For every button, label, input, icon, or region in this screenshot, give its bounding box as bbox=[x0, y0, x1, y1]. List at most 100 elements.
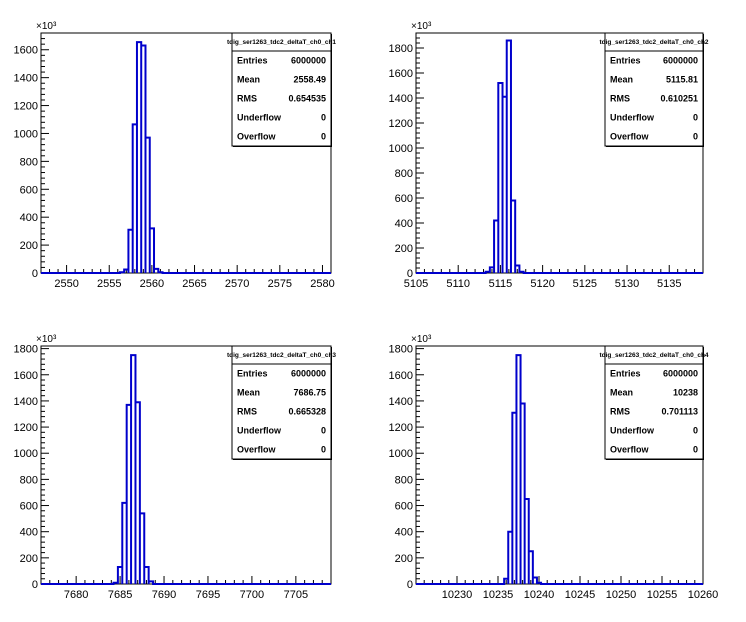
y-tick-label: 1400 bbox=[14, 73, 38, 85]
stats-label-mean: Mean bbox=[237, 388, 260, 398]
y-tick-label: 400 bbox=[395, 527, 413, 539]
y-tick-label: 600 bbox=[395, 501, 413, 513]
x-tick-label: 5120 bbox=[530, 278, 554, 290]
y-multiplier-label: ×10³ bbox=[411, 21, 432, 32]
histogram-bin bbox=[150, 228, 154, 273]
y-tick-label: 1400 bbox=[14, 396, 38, 408]
stats-label-entries: Entries bbox=[610, 56, 641, 66]
stats-label-mean: Mean bbox=[610, 388, 633, 398]
stats-title: tdig_ser1263_tdc2_deltaT_ch0_ch2 bbox=[599, 39, 708, 46]
stats-title: tdig_ser1263_tdc2_deltaT_ch0_ch4 bbox=[599, 352, 708, 359]
histogram-bin bbox=[512, 413, 516, 584]
y-tick-label: 1000 bbox=[14, 448, 38, 460]
stats-value-rms: 0.610251 bbox=[660, 94, 698, 104]
histogram-bin bbox=[494, 221, 498, 274]
x-tick-label: 10250 bbox=[606, 589, 637, 601]
histogram-bin bbox=[124, 270, 128, 273]
histogram-bin bbox=[490, 267, 494, 273]
histogram-pad-2: ×10³ 0 200 400 600 800 1000 1200 1400 1600 1800 510… bbox=[389, 21, 709, 290]
y-tick-label: 800 bbox=[20, 474, 38, 486]
histogram-bin bbox=[122, 503, 126, 584]
x-tick-label: 10260 bbox=[688, 589, 719, 601]
stats-value-underflow: 0 bbox=[321, 113, 326, 123]
stats-label-mean: Mean bbox=[610, 75, 633, 85]
histogram-bin bbox=[521, 404, 525, 584]
y-multiplier-label: ×10³ bbox=[411, 334, 432, 345]
x-tick-label: 10235 bbox=[483, 589, 514, 601]
y-tick-label: 800 bbox=[395, 474, 413, 486]
y-tick-label: 1000 bbox=[389, 448, 413, 460]
y-tick-label: 600 bbox=[20, 501, 38, 513]
histogram-bin bbox=[537, 583, 541, 584]
stats-value-underflow: 0 bbox=[693, 113, 698, 123]
stats-label-rms: RMS bbox=[610, 407, 630, 417]
stats-value-overflow: 0 bbox=[321, 132, 326, 142]
x-tick-label: 7705 bbox=[284, 589, 308, 601]
stats-label-rms: RMS bbox=[610, 94, 630, 104]
stats-value-overflow: 0 bbox=[693, 445, 698, 455]
y-tick-label: 0 bbox=[407, 268, 413, 280]
x-tick-label: 7685 bbox=[108, 589, 132, 601]
histogram-bin bbox=[149, 581, 153, 584]
histogram-bin bbox=[140, 513, 144, 584]
histogram-outline bbox=[416, 39, 703, 274]
histogram-bin bbox=[504, 579, 508, 584]
x-tick-label: 7695 bbox=[196, 589, 220, 601]
histogram-bin bbox=[503, 97, 507, 273]
x-tick-label: 5135 bbox=[657, 278, 681, 290]
y-tick-label: 0 bbox=[32, 579, 38, 591]
x-tick-label: 2570 bbox=[225, 278, 249, 290]
stats-title: tdig_ser1263_tdc2_deltaT_ch0_ch1 bbox=[227, 39, 336, 46]
y-tick-label: 400 bbox=[395, 218, 413, 230]
y-tick-label: 1600 bbox=[389, 68, 413, 80]
y-tick-label: 200 bbox=[395, 243, 413, 255]
stats-value-mean: 10238 bbox=[673, 388, 698, 398]
stats-label-underflow: Underflow bbox=[237, 113, 282, 123]
stats-value-rms: 0.665328 bbox=[288, 407, 326, 417]
histogram-bin bbox=[511, 201, 515, 274]
stats-box: tdig_ser1263_tdc2_deltaT_ch0_ch2 Entries 6… bbox=[599, 32, 709, 147]
x-tick-label: 2560 bbox=[140, 278, 164, 290]
stats-value-entries: 6000000 bbox=[663, 369, 698, 379]
y-tick-label: 1000 bbox=[389, 143, 413, 155]
histogram-bin bbox=[127, 405, 131, 584]
y-tick-label: 0 bbox=[407, 579, 413, 591]
histogram-bin bbox=[118, 567, 122, 584]
histogram-pad-4: ×10³ 0 200 400 600 800 1000 1200 1400 1600 1800 102… bbox=[389, 334, 719, 601]
x-tick-label: 7700 bbox=[240, 589, 264, 601]
stats-value-entries: 6000000 bbox=[291, 56, 326, 66]
y-multiplier-label: ×10³ bbox=[36, 21, 57, 32]
stats-label-underflow: Underflow bbox=[237, 426, 282, 436]
x-tick-label: 2555 bbox=[97, 278, 121, 290]
histogram-bin bbox=[114, 583, 118, 584]
stats-label-overflow: Overflow bbox=[610, 132, 650, 142]
histogram-bin bbox=[158, 272, 162, 273]
histogram-bin bbox=[128, 230, 132, 273]
y-tick-label: 1200 bbox=[389, 422, 413, 434]
stats-value-rms: 0.654535 bbox=[288, 94, 326, 104]
stats-label-rms: RMS bbox=[237, 407, 257, 417]
x-tick-label: 2575 bbox=[268, 278, 292, 290]
stats-label-mean: Mean bbox=[237, 75, 260, 85]
x-tick-label: 7690 bbox=[152, 589, 176, 601]
stats-label-rms: RMS bbox=[237, 94, 257, 104]
histogram-bin bbox=[145, 138, 149, 273]
histogram-bin bbox=[486, 272, 490, 273]
stats-value-overflow: 0 bbox=[321, 445, 326, 455]
stats-title: tdig_ser1263_tdc2_deltaT_ch0_ch3 bbox=[227, 352, 336, 359]
x-tick-label: 10245 bbox=[565, 589, 596, 601]
y-tick-label: 1800 bbox=[389, 344, 413, 356]
histogram-bin bbox=[529, 551, 533, 584]
histogram-bin bbox=[120, 272, 124, 273]
stats-value-underflow: 0 bbox=[693, 426, 698, 436]
stats-value-overflow: 0 bbox=[693, 132, 698, 142]
stats-value-mean: 5115.81 bbox=[666, 75, 698, 85]
histogram-bin bbox=[533, 577, 537, 584]
y-tick-label: 1200 bbox=[14, 422, 38, 434]
x-tick-label: 7680 bbox=[64, 589, 88, 601]
stats-label-underflow: Underflow bbox=[610, 426, 655, 436]
x-tick-label: 10230 bbox=[442, 589, 473, 601]
stats-label-overflow: Overflow bbox=[610, 445, 650, 455]
y-tick-label: 1800 bbox=[14, 344, 38, 356]
